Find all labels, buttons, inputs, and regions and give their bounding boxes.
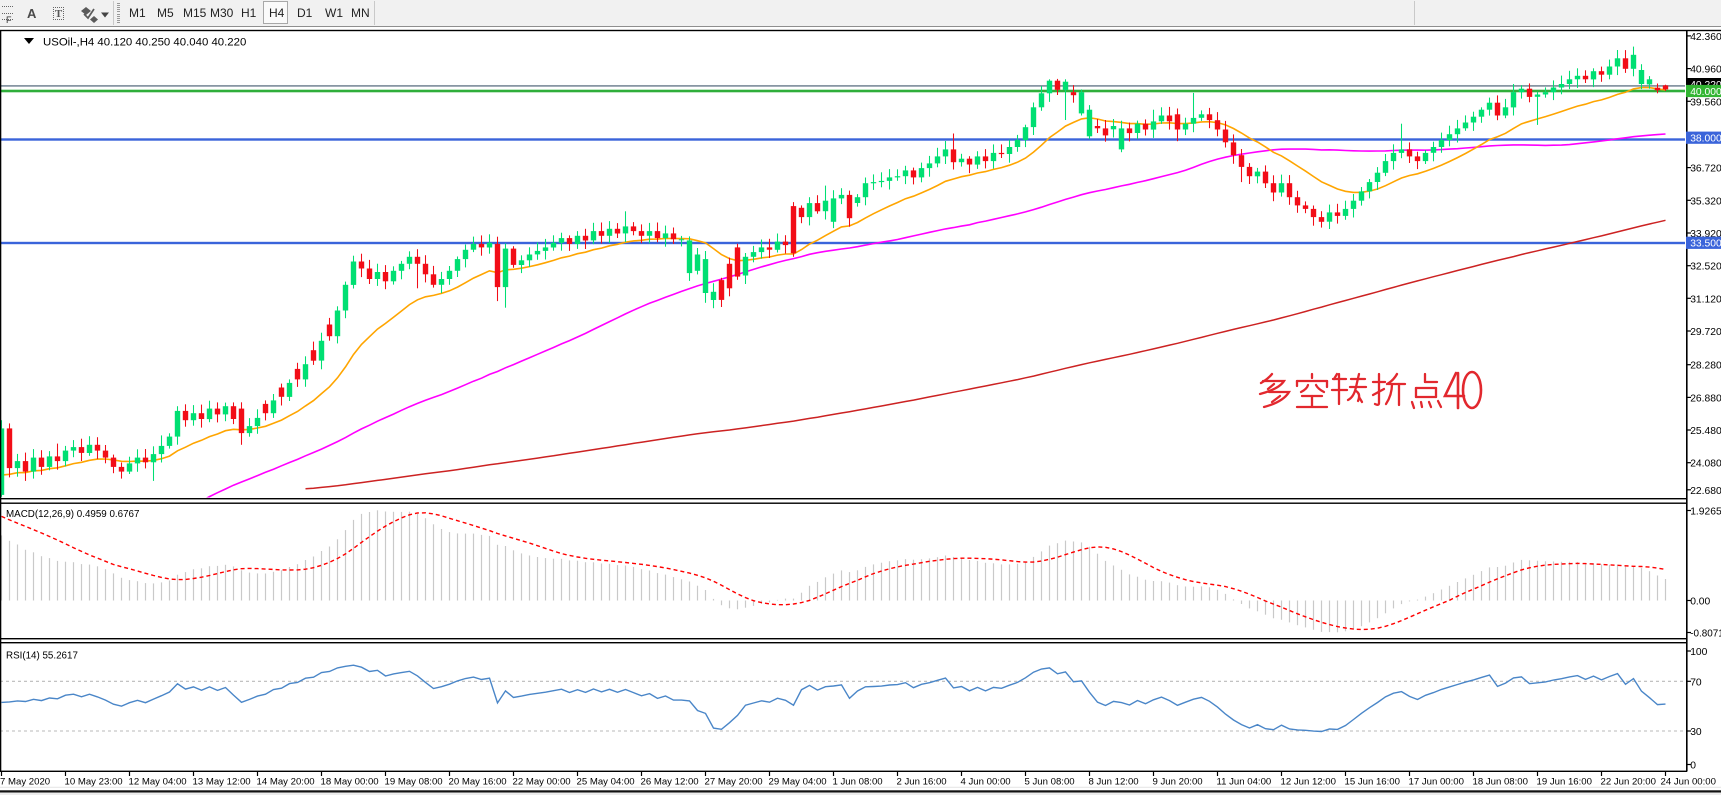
svg-text:22 May 00:00: 22 May 00:00 [513,777,571,788]
svg-text:2 Jun 16:00: 2 Jun 16:00 [897,777,947,788]
svg-text:33.920: 33.920 [1690,229,1721,240]
svg-text:17 Jun 00:00: 17 Jun 00:00 [1409,777,1464,788]
svg-text:-0.8071: -0.8071 [1690,629,1721,640]
svg-text:12 May 04:00: 12 May 04:00 [129,777,187,788]
svg-text:10 May 23:00: 10 May 23:00 [65,777,123,788]
svg-text:15 Jun 16:00: 15 Jun 16:00 [1345,777,1400,788]
svg-text:24 Jun 00:00: 24 Jun 00:00 [1661,777,1716,788]
svg-text:8 Jun 12:00: 8 Jun 12:00 [1089,777,1139,788]
svg-text:26 May 12:00: 26 May 12:00 [641,777,699,788]
svg-text:0.00: 0.00 [1690,597,1710,608]
svg-text:25.480: 25.480 [1690,426,1721,437]
svg-text:4 Jun 00:00: 4 Jun 00:00 [961,777,1011,788]
svg-text:11 Jun 04:00: 11 Jun 04:00 [1217,777,1272,788]
svg-text:19 Jun 16:00: 19 Jun 16:00 [1537,777,1592,788]
svg-text:25 May 04:00: 25 May 04:00 [577,777,635,788]
svg-text:30: 30 [1690,727,1702,738]
svg-text:MACD(12,26,9) 0.4959 0.6767: MACD(12,26,9) 0.4959 0.6767 [6,509,139,520]
svg-text:14 May 20:00: 14 May 20:00 [257,777,315,788]
svg-text:5 Jun 08:00: 5 Jun 08:00 [1025,777,1075,788]
svg-text:9 Jun 20:00: 9 Jun 20:00 [1153,777,1203,788]
svg-text:35.320: 35.320 [1690,196,1721,207]
svg-text:24.080: 24.080 [1690,459,1721,470]
svg-text:29.720: 29.720 [1690,327,1721,338]
svg-text:USOil-,H4 40.120 40.250 40.04: USOil-,H4 40.120 40.250 40.040 40.220 [43,37,246,49]
svg-text:40.960: 40.960 [1690,65,1721,76]
svg-text:22 Jun 20:00: 22 Jun 20:00 [1601,777,1656,788]
svg-text:13 May 12:00: 13 May 12:00 [193,777,251,788]
svg-text:28.280: 28.280 [1690,361,1721,372]
svg-text:26.880: 26.880 [1690,393,1721,404]
svg-text:38.000: 38.000 [1690,134,1721,145]
svg-text:42.360: 42.360 [1690,32,1721,43]
svg-text:100: 100 [1690,647,1707,658]
svg-text:33.500: 33.500 [1690,239,1721,250]
svg-text:39.560: 39.560 [1690,97,1721,108]
svg-text:7 May 2020: 7 May 2020 [0,777,50,788]
svg-text:RSI(14) 55.2617: RSI(14) 55.2617 [6,651,78,662]
svg-text:22.680: 22.680 [1690,486,1721,497]
svg-text:1.9265: 1.9265 [1690,507,1721,518]
svg-text:20 May 16:00: 20 May 16:00 [449,777,507,788]
svg-text:0: 0 [1690,761,1696,772]
svg-text:27 May 20:00: 27 May 20:00 [705,777,763,788]
svg-text:32.520: 32.520 [1690,262,1721,273]
svg-text:12 Jun 12:00: 12 Jun 12:00 [1281,777,1336,788]
svg-text:18 May 00:00: 18 May 00:00 [321,777,379,788]
svg-text:31.120: 31.120 [1690,294,1721,305]
svg-text:36.720: 36.720 [1690,164,1721,175]
svg-text:18 Jun 08:00: 18 Jun 08:00 [1473,777,1528,788]
svg-text:29 May 04:00: 29 May 04:00 [769,777,827,788]
svg-text:70: 70 [1690,677,1702,688]
svg-text:19 May 08:00: 19 May 08:00 [385,777,443,788]
svg-text:40.000: 40.000 [1690,87,1721,98]
svg-text:1 Jun 08:00: 1 Jun 08:00 [833,777,883,788]
